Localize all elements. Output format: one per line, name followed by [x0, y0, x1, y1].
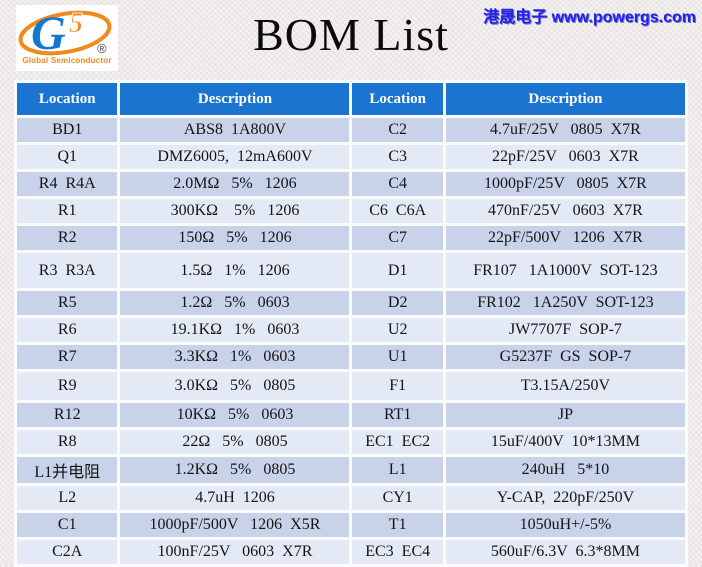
bom-table: Location Description Location Descriptio… [14, 80, 688, 567]
description-cell: 560uF/6.3V 6.3*8MM [445, 540, 685, 564]
location-cell: BD1 [17, 118, 118, 142]
location-cell: EC3 EC4 [352, 540, 443, 564]
location-cell: R9 [17, 372, 118, 400]
location-cell: R1 [17, 199, 118, 223]
location-cell: R7 [17, 345, 118, 369]
description-cell: 22pF/25V 0603 X7R [445, 145, 685, 169]
column-header-location-right: Location [352, 83, 443, 115]
table-row: R12 10KΩ 5% 0603 RT1 JP [17, 403, 685, 427]
location-cell: C2A [17, 540, 118, 564]
description-cell: 4.7uF/25V 0805 X7R [445, 118, 685, 142]
description-cell: 10KΩ 5% 0603 [120, 403, 350, 427]
location-cell: C4 [352, 172, 443, 196]
column-header-location-left: Location [17, 83, 118, 115]
page-title: BOM List [253, 9, 449, 60]
table-row: C2A 100nF/25V 0603 X7R EC3 EC4 560uF/6.3V 6… [17, 540, 685, 564]
table-row: R4 R4A 2.0MΩ 5% 1206 C4 1000pF/25V 0805 X7R [17, 172, 685, 196]
description-cell: 1.5Ω 1% 1206 [120, 253, 350, 288]
description-cell: 150Ω 5% 1206 [120, 226, 350, 250]
location-cell: R3 R3A [17, 253, 118, 288]
location-cell: C2 [352, 118, 443, 142]
svg-text:®: ® [97, 41, 107, 56]
table-header-row: Location Description Location Descriptio… [17, 83, 685, 115]
table-row: R7 3.3KΩ 1% 0603 U1 G5237F GS SOP-7 [17, 345, 685, 369]
table-row: L1并电阻 1.2KΩ 5% 0805 L1 240uH 5*10 [17, 457, 685, 483]
location-cell: CY1 [352, 486, 443, 510]
location-cell: R5 [17, 291, 118, 315]
location-cell: EC1 EC2 [352, 430, 443, 454]
location-cell: D2 [352, 291, 443, 315]
column-header-description-left: Description [120, 83, 350, 115]
description-cell: 1.2KΩ 5% 0805 [120, 457, 350, 483]
description-cell: 1000pF/500V 1206 X5R [120, 513, 350, 537]
description-cell: 470nF/25V 0603 X7R [445, 199, 685, 223]
table-row: Q1 DMZ6005, 12mA600V C3 22pF/25V 0603 X7R [17, 145, 685, 169]
column-header-description-right: Description [445, 83, 685, 115]
table-row: L2 4.7uH 1206 CY1 Y-CAP, 220pF/250V [17, 486, 685, 510]
description-cell: Y-CAP, 220pF/250V [445, 486, 685, 510]
description-cell: T3.15A/250V [445, 372, 685, 400]
description-cell: 1000pF/25V 0805 X7R [445, 172, 685, 196]
description-cell: 22Ω 5% 0805 [120, 430, 350, 454]
description-cell: 1.2Ω 5% 0603 [120, 291, 350, 315]
location-cell: D1 [352, 253, 443, 288]
description-cell: 240uH 5*10 [445, 457, 685, 483]
description-cell: 22pF/500V 1206 X7R [445, 226, 685, 250]
description-cell: ABS8 1A800V [120, 118, 350, 142]
description-cell: G5237F GS SOP-7 [445, 345, 685, 369]
description-cell: 100nF/25V 0603 X7R [120, 540, 350, 564]
svg-text:5: 5 [69, 8, 83, 39]
location-cell: C6 C6A [352, 199, 443, 223]
description-cell: JW7707F SOP-7 [445, 318, 685, 342]
table-row: R3 R3A 1.5Ω 1% 1206 D1 FR107 1A1000V SOT-12… [17, 253, 685, 288]
location-cell: C7 [352, 226, 443, 250]
svg-text:G: G [31, 7, 66, 59]
description-cell: 4.7uH 1206 [120, 486, 350, 510]
description-cell: 15uF/400V 10*13MM [445, 430, 685, 454]
table-row: C1 1000pF/500V 1206 X5R T1 1050uH+/-5% [17, 513, 685, 537]
location-cell: RT1 [352, 403, 443, 427]
table-row: R8 22Ω 5% 0805 EC1 EC2 15uF/400V 10*13MM [17, 430, 685, 454]
location-cell: R2 [17, 226, 118, 250]
table-row: BD1 ABS8 1A800V C2 4.7uF/25V 0805 X7R [17, 118, 685, 142]
table-row: R1 300KΩ 5% 1206 C6 C6A 470nF/25V 0603 X7R [17, 199, 685, 223]
location-cell: L1并电阻 [17, 457, 118, 483]
table-row: R2 150Ω 5% 1206 C7 22pF/500V 1206 X7R [17, 226, 685, 250]
location-cell: R12 [17, 403, 118, 427]
watermark-text: 港晟电子 www.powergs.com [483, 9, 696, 26]
location-cell: U1 [352, 345, 443, 369]
location-cell: L1 [352, 457, 443, 483]
company-logo: G 5 ® Global Semiconductor [16, 5, 118, 71]
logo-caption: Global Semiconductor [22, 56, 112, 65]
table-row: R9 3.0KΩ 5% 0805 F1 T3.15A/250V [17, 372, 685, 400]
location-cell: R8 [17, 430, 118, 454]
location-cell: U2 [352, 318, 443, 342]
description-cell: 1050uH+/-5% [445, 513, 685, 537]
description-cell: 300KΩ 5% 1206 [120, 199, 350, 223]
location-cell: R4 R4A [17, 172, 118, 196]
g5-logo-icon: G 5 ® [18, 7, 112, 59]
location-cell: Q1 [17, 145, 118, 169]
location-cell: R6 [17, 318, 118, 342]
description-cell: 19.1KΩ 1% 0603 [120, 318, 350, 342]
description-cell: FR107 1A1000V SOT-123 [445, 253, 685, 288]
location-cell: T1 [352, 513, 443, 537]
description-cell: 2.0MΩ 5% 1206 [120, 172, 350, 196]
description-cell: 3.3KΩ 1% 0603 [120, 345, 350, 369]
location-cell: C3 [352, 145, 443, 169]
description-cell: JP [445, 403, 685, 427]
description-cell: FR102 1A250V SOT-123 [445, 291, 685, 315]
description-cell: DMZ6005, 12mA600V [120, 145, 350, 169]
location-cell: L2 [17, 486, 118, 510]
location-cell: C1 [17, 513, 118, 537]
table-row: R5 1.2Ω 5% 0603 D2 FR102 1A250V SOT-123 [17, 291, 685, 315]
table-row: R6 19.1KΩ 1% 0603 U2 JW7707F SOP-7 [17, 318, 685, 342]
location-cell: F1 [352, 372, 443, 400]
description-cell: 3.0KΩ 5% 0805 [120, 372, 350, 400]
